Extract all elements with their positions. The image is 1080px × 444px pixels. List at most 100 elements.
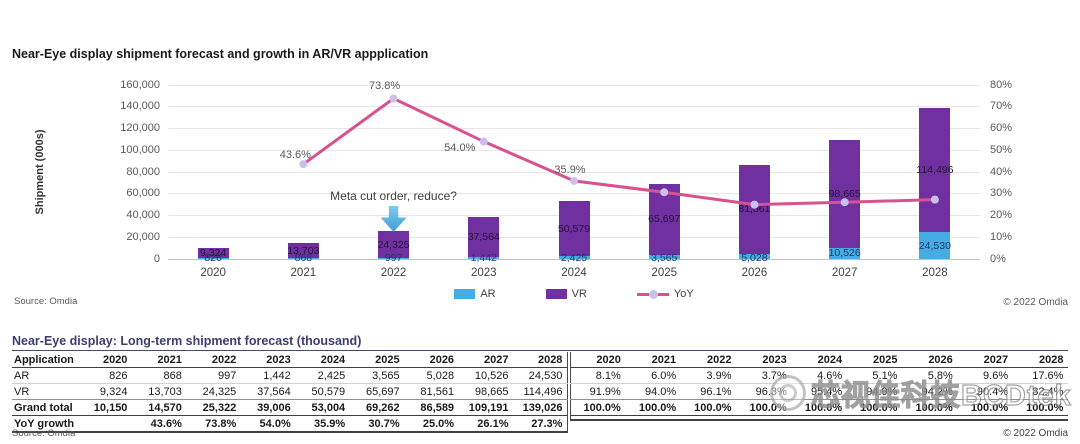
table-cell: 10,526 (459, 367, 514, 384)
vr-bar-label: 81,561 (738, 203, 771, 216)
ar-bar-2027 (829, 247, 861, 259)
table-cell: 9.6% (957, 367, 1014, 384)
gridline (168, 128, 980, 129)
ar-bar-label: 2,425 (560, 252, 588, 264)
table-cell: 43.6% (132, 415, 187, 433)
vr-bar-2026 (738, 164, 770, 254)
table-cell: 30.7% (350, 415, 405, 433)
column-header-year: 2025 (350, 352, 405, 368)
table-row-ar: AR 826 868 997 1,442 2,425 3,565 5,028 10,526 24,… (12, 367, 568, 384)
table-cell: 1,442 (241, 367, 296, 384)
x-axis-tick: 2020 (200, 267, 226, 279)
table-cell (625, 415, 682, 421)
table-cell: 53,004 (295, 399, 351, 416)
x-axis-tick: 2024 (561, 267, 587, 279)
legend-swatch-ar (454, 289, 476, 299)
vr-bar-label: 24,325 (377, 238, 410, 251)
table-cell: 94.0% (625, 383, 682, 400)
table-row-grand-total: Grand total 10,150 14,570 25,322 39,006 53,00… (12, 399, 568, 416)
table-cell: 868 (132, 367, 187, 384)
ar-bar-2020 (197, 258, 229, 259)
table-cell: 73.8% (186, 415, 242, 433)
table-cell (847, 415, 903, 421)
yoy-point-label: 73.8% (368, 80, 401, 93)
yoy-line-chart (299, 94, 939, 209)
column-header-year: 2025 (847, 352, 903, 368)
vr-bar-2023 (468, 216, 500, 258)
table-cell (570, 415, 626, 421)
table-cell (78, 415, 133, 433)
yoy-point-label: 43.6% (279, 149, 311, 162)
vr-bar-2021 (287, 243, 319, 259)
chart-source: Source: Omdia (14, 296, 78, 307)
column-header-year: 2026 (404, 352, 460, 368)
table-cell: 95.4% (791, 383, 848, 400)
column-header-year: 2022 (681, 352, 737, 368)
y-axis-label: Shipment (000s) (34, 129, 46, 215)
table-source: Source: Omdia (12, 428, 76, 439)
table-cell: 37,564 (241, 383, 296, 400)
table-cell (736, 415, 792, 421)
table-header-row: 2020 2021 2022 2023 2024 2025 2026 2027 2028 (570, 352, 1069, 368)
x-axis-tick: 2021 (290, 267, 317, 279)
column-header-year: 2022 (186, 352, 242, 368)
table-cell: 98,665 (459, 383, 514, 400)
share-table: 2020 2021 2022 2023 2024 2025 2026 2027 2028 8.1%… (570, 352, 1069, 421)
chart-copyright: © 2022 Omdia (1003, 297, 1068, 308)
y-axis-tick: 160,000 (120, 78, 160, 91)
table-cell: 139,026 (513, 399, 568, 416)
row-label: YoY growth (12, 415, 78, 433)
x-axis-tick: 2028 (922, 267, 948, 279)
chart-title: Near-Eye display shipment forecast and g… (12, 47, 429, 61)
table-body: AR 826 868 997 1,442 2,425 3,565 5,028 10,526 24,… (12, 367, 568, 433)
table-cell: 4.6% (791, 367, 848, 384)
legend-swatch-vr (545, 289, 567, 299)
table-cell (1013, 415, 1069, 421)
table-cell (957, 415, 1014, 421)
yoy-marker (389, 94, 398, 103)
ar-bar-2021 (287, 258, 319, 259)
yoy-marker (840, 198, 849, 207)
vr-bar-2022 (378, 231, 410, 258)
table-head: 2020 2021 2022 2023 2024 2025 2026 2027 2028 (570, 352, 1069, 368)
table-cell: 100.0% (847, 399, 903, 416)
table-cell: 82.4% (1013, 383, 1069, 400)
y-axis-tick: 0 (153, 252, 160, 265)
table-cell (681, 415, 737, 421)
ar-bar-label: 997 (384, 252, 403, 264)
column-header-year: 2024 (791, 352, 848, 368)
table-header-row: Application 2020 2021 2022 2023 2024 2025 2026 2… (12, 352, 568, 368)
table-cell: 5.8% (902, 367, 958, 384)
y-axis-tick: 60,000 (126, 187, 160, 200)
table-row-vr: 91.9% 94.0% 96.1% 96.3% 95.4% 94.9% 94.2% 90.4%… (570, 383, 1069, 400)
yoy-point-label: 54.0% (444, 141, 476, 154)
legend-item-ar: AR (454, 288, 496, 300)
vr-bar-label: 65,697 (648, 213, 681, 226)
table-cell: 100.0% (957, 399, 1014, 416)
yoy-marker (570, 176, 578, 185)
table-cell (791, 415, 848, 421)
table-cell: 3.9% (681, 367, 737, 384)
table-cell: 9,324 (78, 383, 133, 400)
x-axis-tick: 2025 (651, 267, 678, 279)
gridline (168, 84, 980, 86)
ar-bar-2025 (648, 255, 680, 259)
column-header-year: 2020 (570, 352, 626, 368)
table-cell: 86,589 (404, 399, 460, 416)
table-cell: 69,262 (350, 399, 405, 416)
vr-bar-label: 37,564 (467, 231, 500, 243)
column-header-year: 2023 (241, 352, 296, 368)
legend-item-vr: VR (545, 288, 587, 300)
row-label: VR (12, 383, 78, 400)
table-cell: 96.3% (736, 383, 792, 400)
vr-bar-2020 (197, 247, 229, 259)
vr-bar-label: 13,703 (287, 244, 320, 257)
table-cell: 100.0% (736, 399, 792, 416)
chart-section: Near-Eye display shipment forecast and g… (12, 47, 1068, 308)
table-body: 8.1% 6.0% 3.9% 3.7% 4.6% 5.1% 5.8% 9.6% 17.6% 91.… (570, 367, 1069, 421)
table-cell: 826 (78, 367, 133, 384)
table-cell: 13,703 (132, 383, 187, 400)
table-cell: 54.0% (241, 415, 296, 433)
column-header-year: 2028 (513, 352, 568, 368)
table-row-yoy-growth (570, 415, 1069, 421)
